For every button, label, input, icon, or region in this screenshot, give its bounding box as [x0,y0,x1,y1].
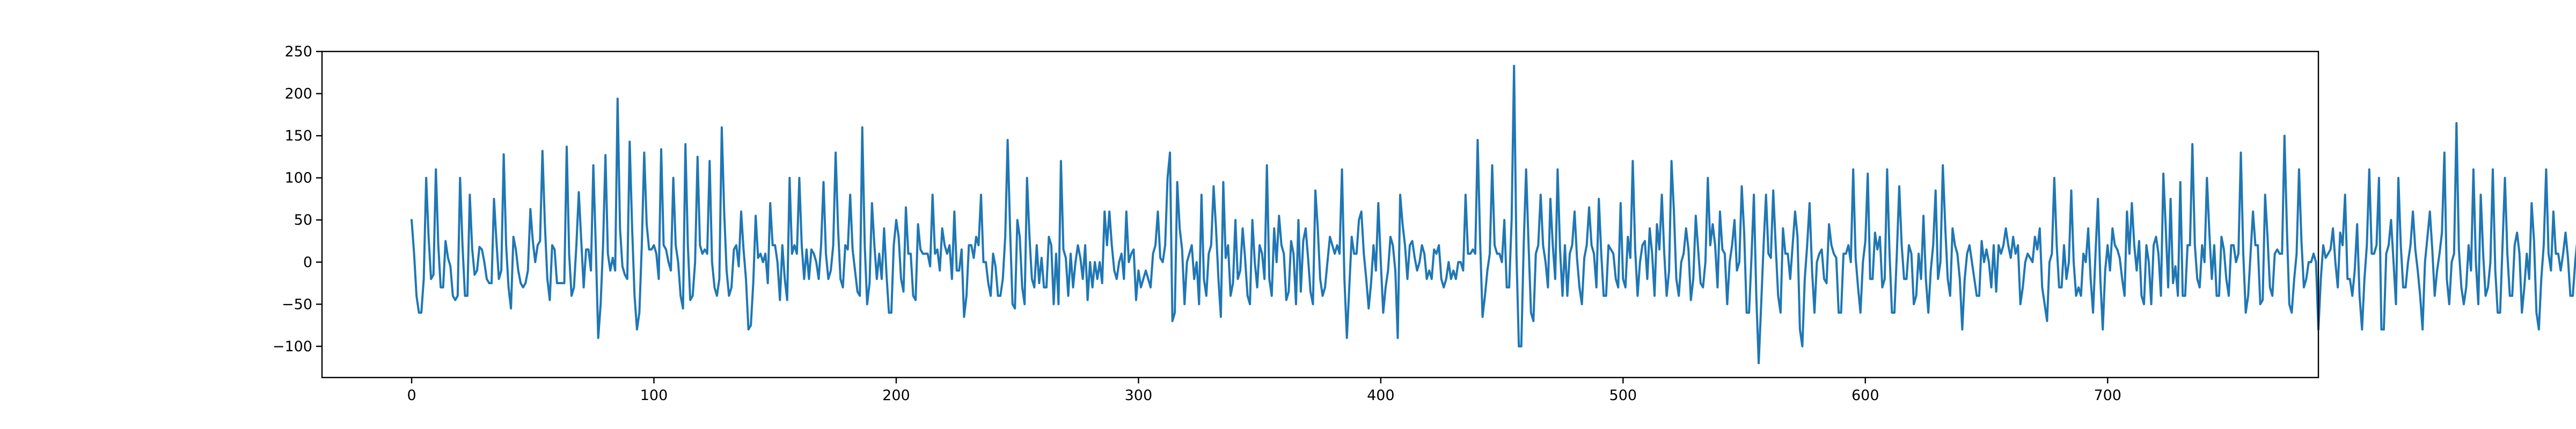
series-line [411,64,2576,365]
y-tick-label: 100 [284,170,312,187]
x-tick-label: 500 [1609,387,1637,404]
y-tick-label: 50 [294,212,312,228]
axis-ticks: 0 100 200 300 400 500 600 700 −100 −50 0 50 100 150 20… [273,43,2121,404]
x-tick-label: 0 [407,387,416,404]
y-tick-label: −100 [273,338,312,355]
x-tick-label: 200 [882,387,910,404]
y-tick-label: 150 [284,128,312,144]
x-tick-label: 100 [640,387,668,404]
y-tick-label: 250 [284,43,312,60]
x-tick-label: 300 [1125,387,1153,404]
y-tick-label: 0 [303,254,312,271]
y-tick-label: 200 [284,86,312,102]
x-tick-label: 600 [1851,387,1879,404]
x-tick-label: 700 [2094,387,2121,404]
y-tick-label: −50 [282,296,312,313]
x-tick-label: 400 [1367,387,1395,404]
axes-frame [321,50,2319,379]
